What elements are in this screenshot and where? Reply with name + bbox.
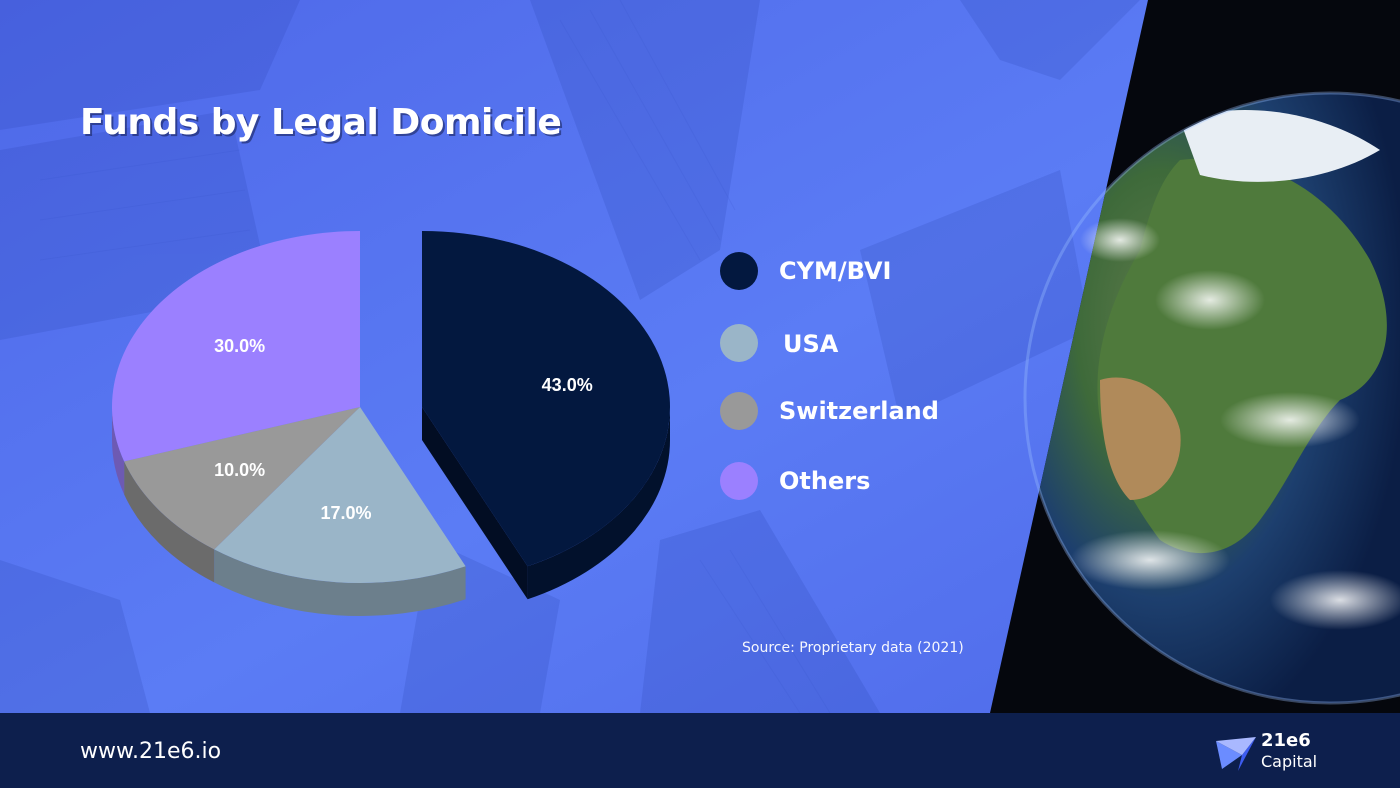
pie-slice-others bbox=[111, 231, 360, 462]
pie-slice-usa bbox=[214, 407, 466, 583]
pie-side-cym-bvi bbox=[527, 407, 670, 600]
pie-side-usa bbox=[214, 549, 466, 616]
pie-labels: 43.0% 17.0% 10.0% 30.0% bbox=[214, 336, 593, 523]
legend-swatch-switzerland bbox=[720, 392, 758, 430]
pie-slice-cym-bvi bbox=[422, 231, 670, 567]
source-note: Source: Proprietary data (2021) bbox=[742, 640, 964, 656]
pie-tops bbox=[111, 231, 670, 583]
legend-label-others: Others bbox=[779, 467, 871, 495]
pie-slice-switzerland bbox=[124, 407, 360, 550]
chart-title: Funds by Legal Domicile bbox=[80, 102, 562, 143]
brand-logo[interactable]: 21e6 Capital bbox=[1212, 727, 1342, 777]
pie-side-others bbox=[112, 407, 125, 495]
brand-name: 21e6 bbox=[1261, 730, 1311, 751]
pie-side-switzerland bbox=[124, 461, 215, 583]
legend-swatch-cym-bvi bbox=[720, 252, 758, 290]
pie-sides bbox=[112, 407, 670, 616]
legend-swatch-others bbox=[720, 462, 758, 500]
pie-label-cym-bvi: 43.0% bbox=[542, 375, 593, 395]
legend-swatch-usa bbox=[720, 324, 758, 362]
brand-subtitle: Capital bbox=[1261, 752, 1318, 771]
globe bbox=[1023, 91, 1400, 705]
pie-label-others: 30.0% bbox=[214, 336, 265, 356]
legend-label-cym-bvi: CYM/BVI bbox=[779, 257, 892, 285]
logo-icon bbox=[1216, 737, 1256, 771]
legend-label-switzerland: Switzerland bbox=[779, 397, 939, 425]
pie-label-usa: 17.0% bbox=[320, 503, 371, 523]
footer-bar: www.21e6.io 21e6 Capital bbox=[0, 713, 1400, 788]
legend-label-usa: USA bbox=[783, 330, 839, 358]
pie-wall-cym-bvi bbox=[422, 407, 528, 600]
pie-label-switzerland: 10.0% bbox=[214, 460, 265, 480]
building-windows bbox=[39, 0, 831, 714]
website-link[interactable]: www.21e6.io bbox=[80, 739, 222, 764]
